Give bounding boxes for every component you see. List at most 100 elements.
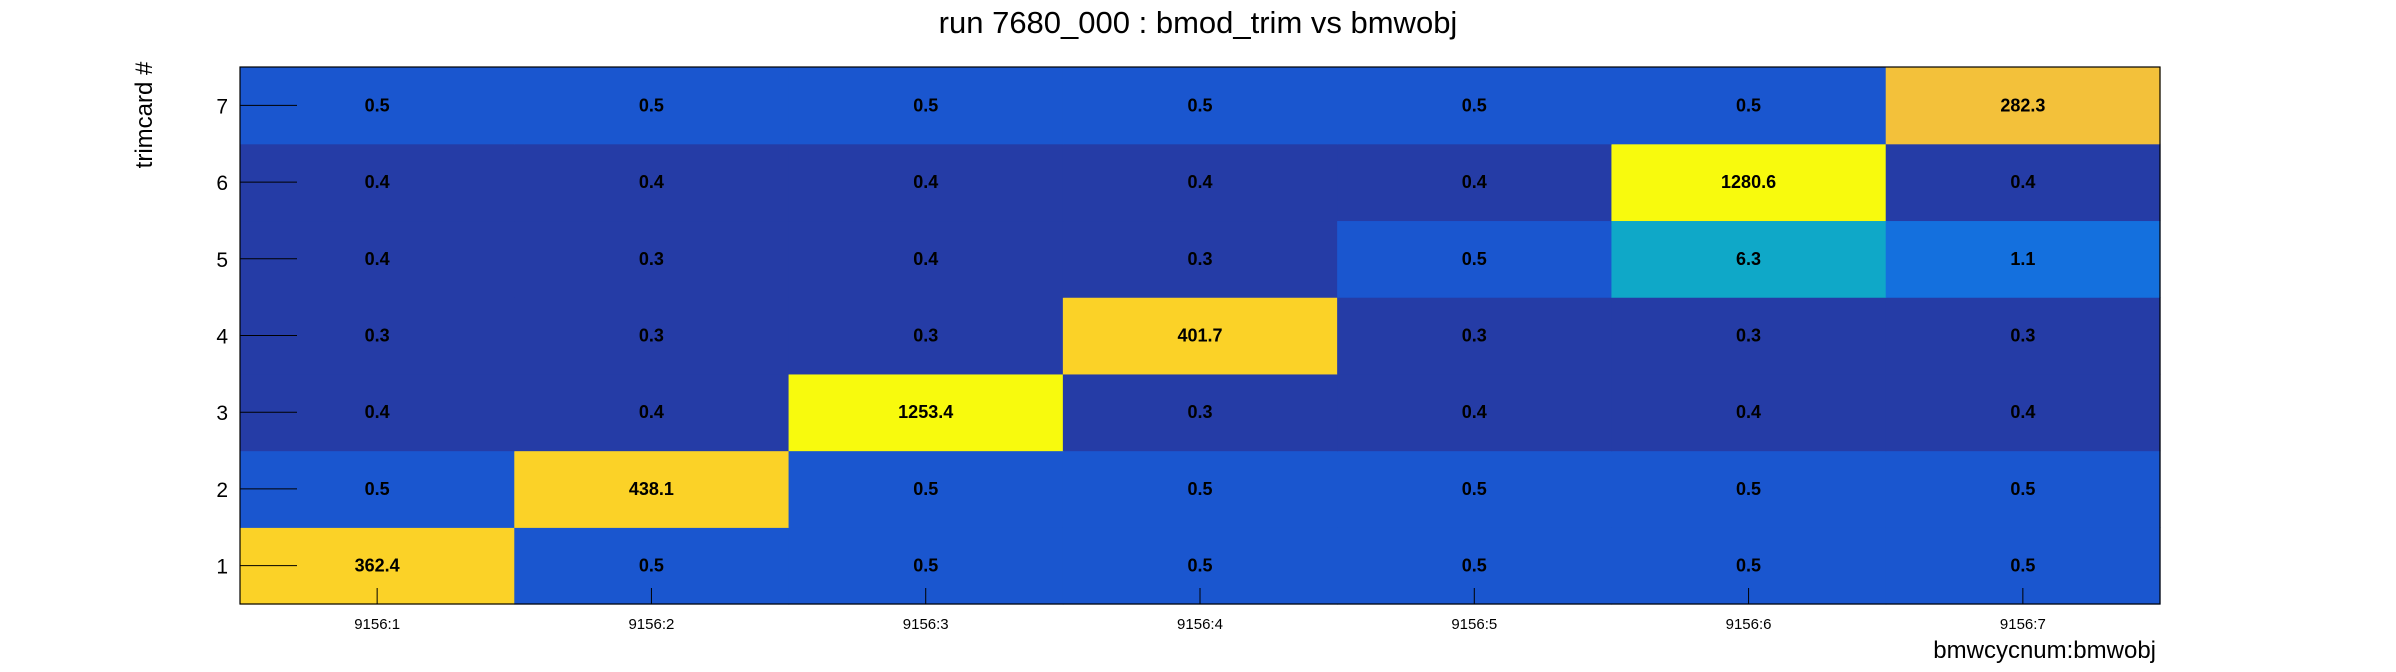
x-tick-label: 9156:1 [354,616,400,633]
cell-value-label: 0.5 [2010,556,2035,576]
heatmap-cell [788,143,1064,222]
cell-value-label: 0.3 [1187,249,1212,269]
cell-value-label: 0.4 [639,402,664,422]
heatmap-cell [1337,220,1613,298]
heatmap-cell [1062,67,1338,145]
x-tick-label: 9156:4 [1177,616,1223,633]
cell-value-label: 0.5 [365,95,390,115]
cell-value-label: 0.4 [1736,402,1761,422]
x-tick-label: 9156:5 [1451,616,1497,633]
cell-labels: 362.4 0.5 0.5 0.5 0.5 0.5 0.5 0.5 438.1 0.5 0.5 0.5… [355,95,2046,575]
cell-value-label: 0.4 [913,172,938,192]
x-axis-title: bmwcycnum:bmwobj [1933,637,2156,664]
y-tick-label: 1 [216,556,228,579]
cell-value-label: 0.5 [639,556,664,576]
cell-value-label: 0.3 [1187,402,1212,422]
cell-value-label: 0.3 [639,326,664,346]
cell-value-label: 0.5 [639,95,664,115]
cell-value-label: 0.4 [365,402,390,422]
heatmap-cell [514,220,790,298]
heatmap-cell [514,143,790,222]
y-tick-label: 3 [216,402,228,425]
cell-value-label: 438.1 [629,479,674,499]
heatmap-cell [788,373,1064,452]
cell-value-label: 0.3 [365,326,390,346]
heatmap-cell [1885,220,2161,298]
cell-value-label: 0.4 [2010,172,2035,192]
cell-value-label: 0.4 [2010,402,2035,422]
heatmap-cell [1337,297,1613,375]
cell-value-label: 1253.4 [898,402,953,422]
y-tick-label: 4 [216,326,228,349]
cell-value-label: 0.4 [1462,402,1487,422]
heatmap-cell [1337,373,1613,452]
cell-value-label: 1.1 [2010,249,2035,269]
cell-value-label: 0.4 [1187,172,1212,192]
heatmap-cell [1611,220,1887,298]
cell-value-label: 0.5 [365,479,390,499]
cell-value-label: 0.5 [1736,479,1761,499]
cell-value-label: 0.5 [1187,556,1212,576]
heatmap-cell [514,373,790,452]
cell-value-label: 0.5 [1187,95,1212,115]
x-tick-label: 9156:3 [903,616,949,633]
y-tick-label: 5 [216,249,228,272]
heatmap-cells [240,67,2161,605]
heatmap-cell [1611,67,1887,145]
cell-value-label: 0.5 [1462,556,1487,576]
cell-value-label: 0.5 [1462,95,1487,115]
heatmap-cell [788,450,1064,528]
heatmap-cell [788,220,1064,298]
heatmap-cell [1611,143,1887,222]
heatmap-cell [1611,450,1887,528]
heatmap-cell [1337,450,1613,528]
x-tick-label: 9156:7 [2000,616,2046,633]
cell-value-label: 0.5 [913,479,938,499]
y-tick-label: 6 [216,172,228,195]
heatmap-cell [1062,297,1338,375]
heatmap-cell [1885,297,2161,375]
heatmap-cell [1337,143,1613,222]
heatmap-cell [1885,143,2161,222]
cell-value-label: 362.4 [355,556,400,576]
cell-value-label: 401.7 [1177,326,1222,346]
heatmap-cell [788,67,1064,145]
cell-value-label: 0.5 [1736,95,1761,115]
cell-value-label: 0.3 [2010,326,2035,346]
cell-value-label: 1280.6 [1721,172,1776,192]
chart-title: run 7680_000 : bmod_trim vs bmwobj [939,5,1458,40]
cell-value-label: 0.5 [2010,479,2035,499]
cell-value-label: 0.5 [1736,556,1761,576]
y-axis-title: trimcard # [131,61,158,168]
heatmap-cell [1611,297,1887,375]
cell-value-label: 0.4 [365,249,390,269]
cell-value-label: 0.5 [1462,249,1487,269]
cell-value-label: 0.5 [1462,479,1487,499]
cell-value-label: 0.3 [1736,326,1761,346]
heatmap-cell [1062,143,1338,222]
plot-frame [239,66,2161,605]
heatmap-cell [1885,450,2161,528]
y-tick-label: 2 [216,479,228,502]
heatmap-cell [514,297,790,375]
heatmap-cell [1885,373,2161,452]
cell-value-label: 0.3 [913,326,938,346]
cell-value-label: 0.4 [913,249,938,269]
cell-value-label: 6.3 [1736,249,1761,269]
heatmap-cell [1062,450,1338,528]
heatmap-cell [1611,373,1887,452]
heatmap-cell [788,297,1064,375]
cell-value-label: 0.5 [913,556,938,576]
heatmap-cell [1062,220,1338,298]
cell-value-label: 0.5 [913,95,938,115]
heatmap-cell [1062,373,1338,452]
heatmap-cell [1885,67,2161,145]
cell-value-label: 0.4 [365,172,390,192]
axes: 1 2 3 4 5 6 7 9156:1 9156:2 9156:3 9156:4 9156:5 915… [216,95,2045,633]
cell-value-label: 0.4 [639,172,664,192]
cell-value-label: 282.3 [2000,95,2045,115]
cell-value-label: 0.3 [1462,326,1487,346]
cell-value-label: 0.3 [639,249,664,269]
heatmap-cell [514,67,790,145]
